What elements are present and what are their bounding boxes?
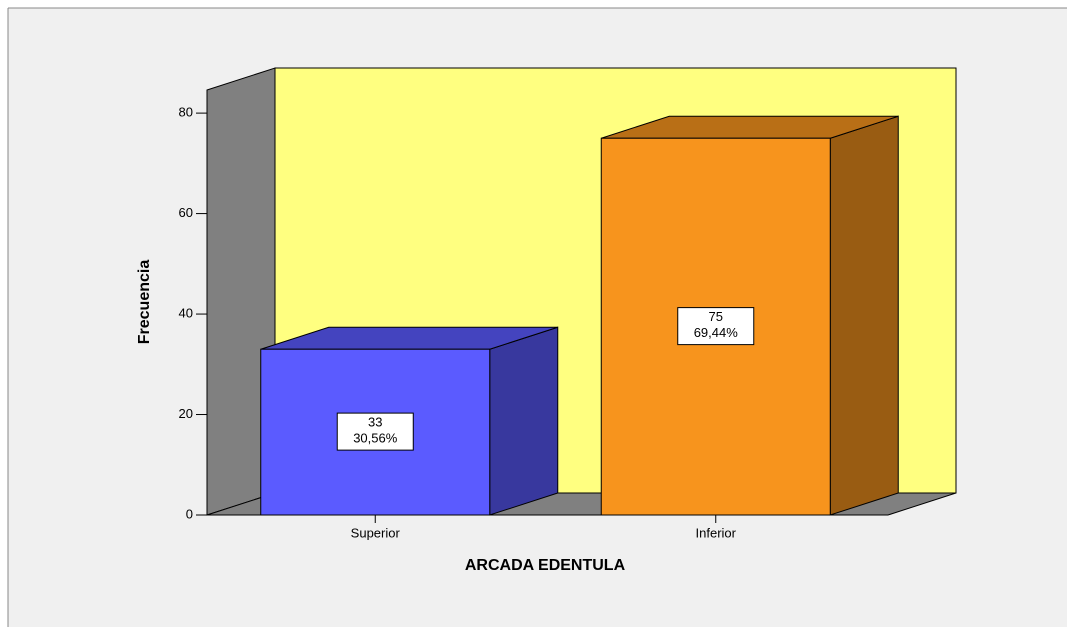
x-tick-label: Inferior xyxy=(696,525,737,540)
bar-side xyxy=(489,326,559,516)
percent-label: 30,56% xyxy=(353,431,398,446)
bar xyxy=(260,348,491,516)
x-axis-title: ARCADA EDENTULA xyxy=(465,557,626,574)
y-tick-label: 20 xyxy=(179,406,193,421)
y-axis-title: Frecuencia xyxy=(136,260,153,345)
y-tick-label: 60 xyxy=(179,205,193,220)
data-label-box xyxy=(336,412,414,451)
y-tick-label: 80 xyxy=(179,105,193,120)
y-tick-label: 0 xyxy=(186,506,193,521)
data-label: 75 xyxy=(709,309,723,324)
data-label-box xyxy=(677,307,755,346)
x-tick-label: Superior xyxy=(351,525,401,540)
data-label: 33 xyxy=(368,415,382,430)
percent-label: 69,44% xyxy=(694,325,739,340)
y-tick-label: 40 xyxy=(179,305,193,320)
bar-side xyxy=(829,115,899,516)
